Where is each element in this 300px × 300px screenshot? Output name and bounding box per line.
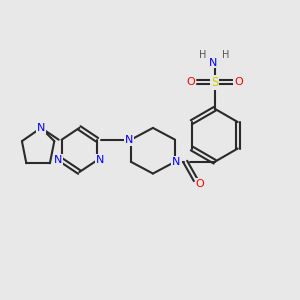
Text: N: N [125, 135, 134, 145]
Text: N: N [37, 123, 45, 133]
Text: H: H [222, 50, 230, 60]
Text: S: S [211, 76, 218, 89]
Text: O: O [234, 77, 243, 87]
Text: O: O [196, 178, 204, 189]
Text: N: N [209, 58, 218, 68]
Text: N: N [54, 155, 62, 165]
Text: H: H [199, 50, 206, 60]
Text: N: N [172, 157, 181, 167]
Text: O: O [187, 77, 196, 87]
Text: N: N [96, 155, 105, 165]
